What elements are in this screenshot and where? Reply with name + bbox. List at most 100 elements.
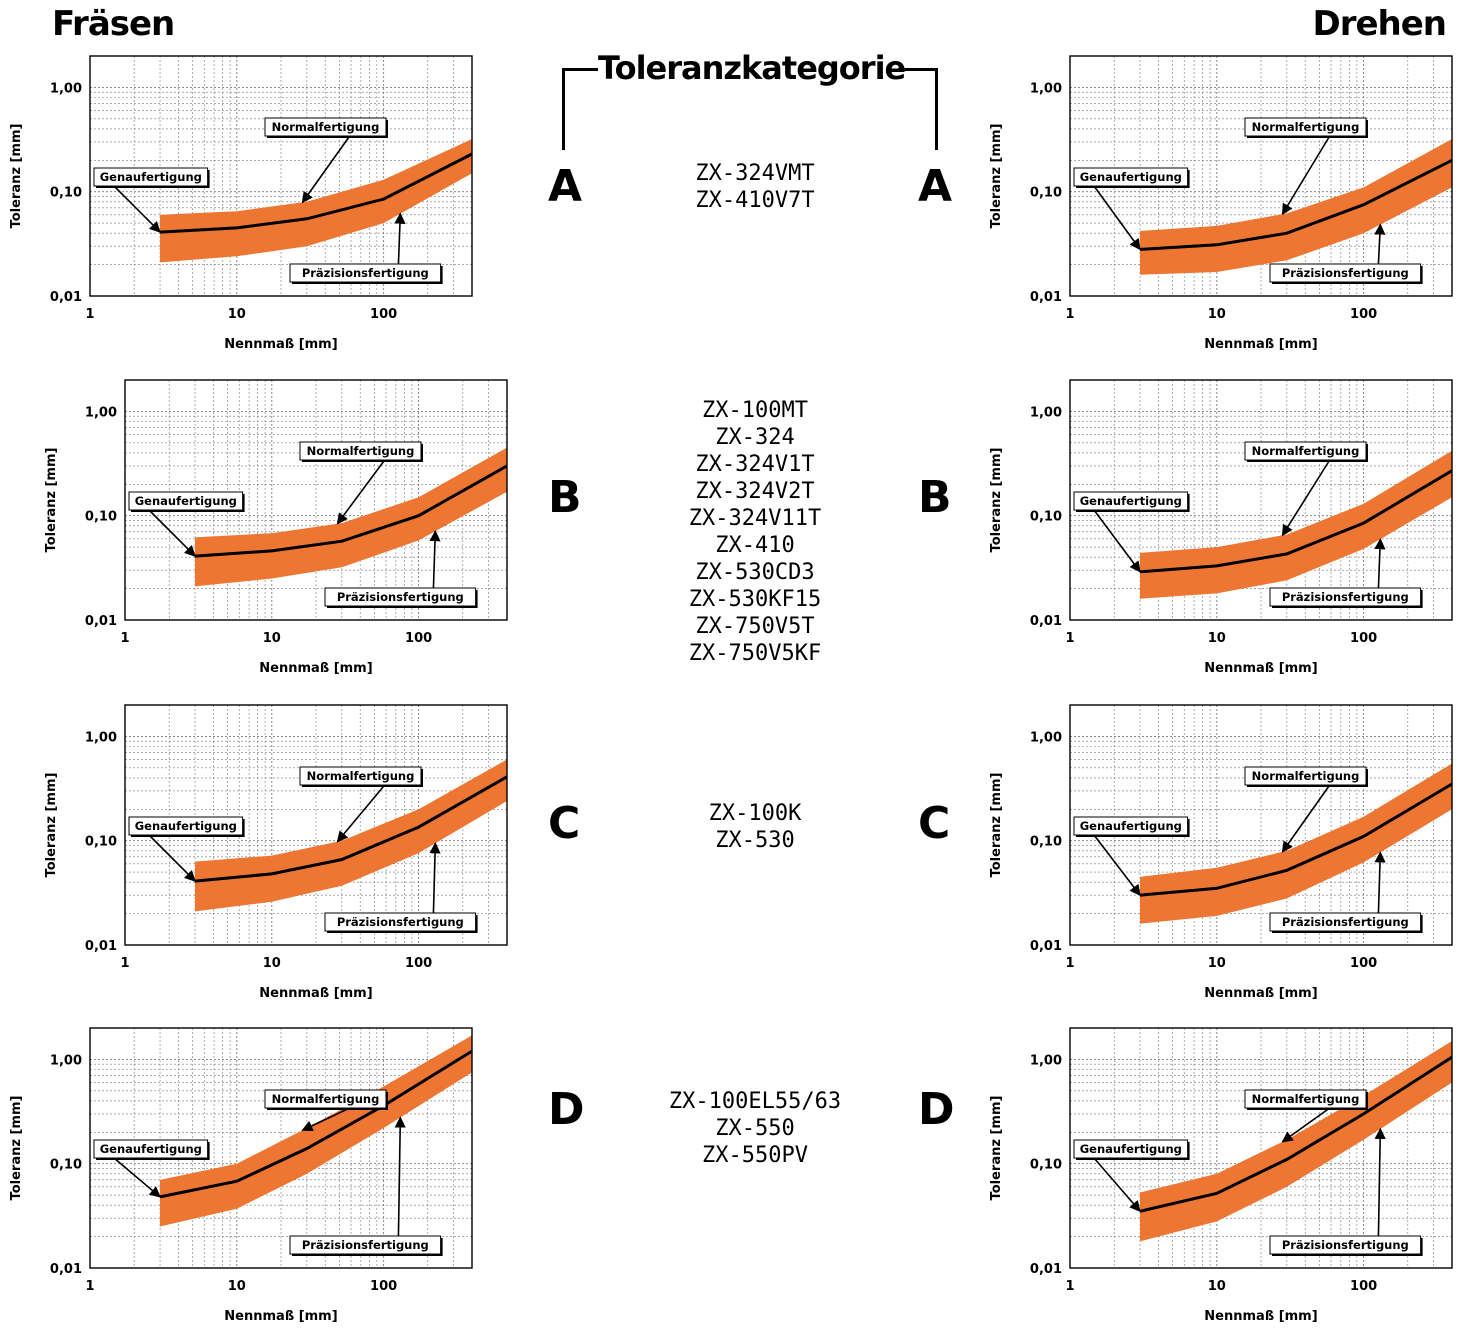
callout-box xyxy=(1269,1235,1422,1255)
y-axis-label: Toleranz [mm] xyxy=(989,773,1004,878)
x-axis-label: Nennmaß [mm] xyxy=(259,661,372,676)
tolerance-band xyxy=(160,139,472,263)
callout-arrow xyxy=(1374,1127,1386,1237)
x-tick-label: 100 xyxy=(370,307,397,322)
callout-box xyxy=(93,167,209,187)
callout-praezisionsfertigung: Präzisionsfertigung xyxy=(1269,851,1423,933)
callout-label: Genaufertigung xyxy=(100,170,202,184)
x-axis-label: Nennmaß [mm] xyxy=(224,337,337,352)
x-tick-label: 100 xyxy=(1350,1279,1377,1294)
callout-arrow xyxy=(148,509,196,557)
callout-label: Normalfertigung xyxy=(1252,1092,1360,1106)
model-list-d: ZX-100EL55/63 ZX-550 ZX-550PV xyxy=(640,1088,870,1169)
callout-box xyxy=(128,816,244,836)
callout-box xyxy=(1244,766,1367,786)
model-name: ZX-324V1T xyxy=(695,452,815,477)
y-tick-label: 1,00 xyxy=(1030,1053,1062,1068)
x-tick-label: 10 xyxy=(1208,307,1226,322)
callout-box xyxy=(299,766,422,786)
callout-label: Normalfertigung xyxy=(1252,120,1360,134)
callout-arrow xyxy=(1374,538,1386,589)
x-axis-label: Nennmaß [mm] xyxy=(259,986,372,1001)
callout-box xyxy=(1073,491,1189,511)
callout-arrow xyxy=(148,834,196,882)
x-tick-label: 100 xyxy=(1350,956,1377,971)
plot-frame xyxy=(89,55,473,297)
x-axis-label: Nennmaß [mm] xyxy=(224,1309,337,1324)
x-tick-label: 10 xyxy=(228,307,246,322)
callout-label: Genaufertigung xyxy=(135,494,237,508)
y-tick-label: 1,00 xyxy=(1030,81,1062,96)
y-tick-label: 0,01 xyxy=(1030,614,1062,629)
callout-praezisionsfertigung: Präzisionsfertigung xyxy=(1269,1127,1423,1256)
y-tick-label: 1,00 xyxy=(1030,730,1062,745)
callout-arrow xyxy=(1281,459,1331,537)
x-axis-label: Nennmaß [mm] xyxy=(1204,1309,1317,1324)
model-name: ZX-324V2T xyxy=(695,479,815,504)
plot-frame xyxy=(1069,1027,1453,1269)
callout-genaufertigung: Genaufertigung xyxy=(1073,167,1190,251)
callout-box xyxy=(1073,816,1189,836)
callout-label: Genaufertigung xyxy=(1080,1142,1182,1156)
normal-line xyxy=(159,152,473,234)
tolerance-band xyxy=(1140,139,1452,275)
normal-line xyxy=(194,775,508,883)
callout-box xyxy=(1244,441,1367,461)
callout-genaufertigung: Genaufertigung xyxy=(1073,816,1190,897)
chart-d-fraesen: 1 10 100 0,01 0,10 1,00 Nennmaß [mm] Toleranz [… xyxy=(9,1027,473,1324)
chart-d-drehen: 1 10 100 0,01 0,10 1,00 Nennmaß [mm] Toleranz [… xyxy=(989,1027,1453,1324)
plot-frame xyxy=(89,1027,473,1269)
callout-arrow xyxy=(336,459,386,525)
tolerance-band xyxy=(1140,763,1452,924)
callout-box xyxy=(299,441,422,461)
y-tick-label: 0,10 xyxy=(1030,835,1062,850)
callout-label: Genaufertigung xyxy=(1080,170,1182,184)
x-tick-label: 1 xyxy=(1065,307,1074,322)
callout-label: Präzisionsfertigung xyxy=(1282,915,1409,929)
x-tick-label: 1 xyxy=(120,631,129,646)
y-tick-label: 1,00 xyxy=(85,405,117,420)
x-tick-label: 100 xyxy=(405,956,432,971)
y-axis-label: Toleranz [mm] xyxy=(989,448,1004,553)
x-tick-label: 100 xyxy=(1350,307,1377,322)
model-name: ZX-100K xyxy=(708,801,802,826)
callout-box xyxy=(1244,117,1367,137)
callout-label: Genaufertigung xyxy=(135,819,237,833)
model-name: ZX-550PV xyxy=(702,1143,808,1168)
tolerance-band xyxy=(160,1035,472,1227)
callout-arrow xyxy=(429,842,441,914)
model-name: ZX-324 xyxy=(715,425,795,450)
callout-normalfertigung: Normalfertigung xyxy=(1244,1089,1368,1143)
category-letter-left-d: D xyxy=(548,1084,585,1135)
chart-b-fraesen: 1 10 100 0,01 0,10 1,00 Nennmaß [mm] Toleranz [… xyxy=(44,379,508,676)
plot-frame xyxy=(1069,55,1453,297)
y-axis-label: Toleranz [mm] xyxy=(989,124,1004,229)
model-list-a: ZX-324VMT ZX-410V7T xyxy=(640,160,870,214)
callout-praezisionsfertigung: Präzisionsfertigung xyxy=(1269,538,1423,608)
model-name: ZX-410 xyxy=(715,533,795,558)
model-list-b: ZX-100MT ZX-324 ZX-324V1T ZX-324V2T ZX-3… xyxy=(640,397,870,667)
model-name: ZX-530CD3 xyxy=(695,560,815,585)
callout-label: Normalfertigung xyxy=(1252,444,1360,458)
callout-box xyxy=(289,1235,442,1255)
callout-label: Normalfertigung xyxy=(307,769,415,783)
tolerance-band xyxy=(1140,450,1452,599)
callout-box xyxy=(324,587,477,607)
callout-label: Normalfertigung xyxy=(1252,769,1360,783)
callout-praezisionsfertigung: Präzisionsfertigung xyxy=(289,1116,443,1256)
y-axis-label: Toleranz [mm] xyxy=(44,448,59,553)
category-letter-left-b: B xyxy=(548,472,582,523)
callout-label: Präzisionsfertigung xyxy=(302,266,429,280)
callout-label: Normalfertigung xyxy=(307,444,415,458)
x-tick-label: 10 xyxy=(1208,631,1226,646)
callout-normalfertigung: Normalfertigung xyxy=(299,441,423,525)
callout-label: Präzisionsfertigung xyxy=(337,915,464,929)
y-tick-label: 0,01 xyxy=(1030,939,1062,954)
callout-genaufertigung: Genaufertigung xyxy=(1073,1139,1190,1213)
normal-line xyxy=(1139,782,1453,897)
chart-c-fraesen: 1 10 100 0,01 0,10 1,00 Nennmaß [mm] Toleranz [… xyxy=(44,704,508,1001)
x-tick-label: 1 xyxy=(1065,631,1074,646)
model-name: ZX-100EL55/63 xyxy=(668,1089,842,1114)
callout-arrow xyxy=(429,530,441,589)
heading-fraesen: Fräsen xyxy=(52,4,175,44)
